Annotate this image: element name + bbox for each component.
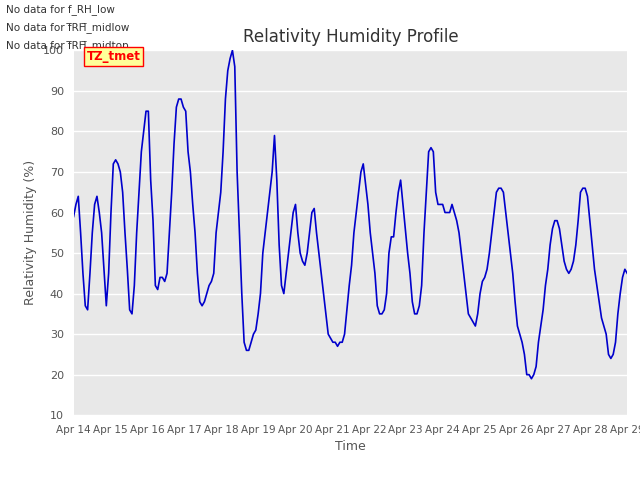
X-axis label: Time: Time (335, 441, 366, 454)
Text: No data for f̅RH̅_midtop: No data for f̅RH̅_midtop (6, 40, 129, 51)
Title: Relativity Humidity Profile: Relativity Humidity Profile (243, 28, 458, 46)
Text: No data for f̅RH̅_midlow: No data for f̅RH̅_midlow (6, 22, 130, 33)
Text: No data for f_RH_low: No data for f_RH_low (6, 4, 115, 15)
Text: TZ_tmet: TZ_tmet (86, 50, 140, 63)
Y-axis label: Relativity Humidity (%): Relativity Humidity (%) (24, 160, 37, 305)
